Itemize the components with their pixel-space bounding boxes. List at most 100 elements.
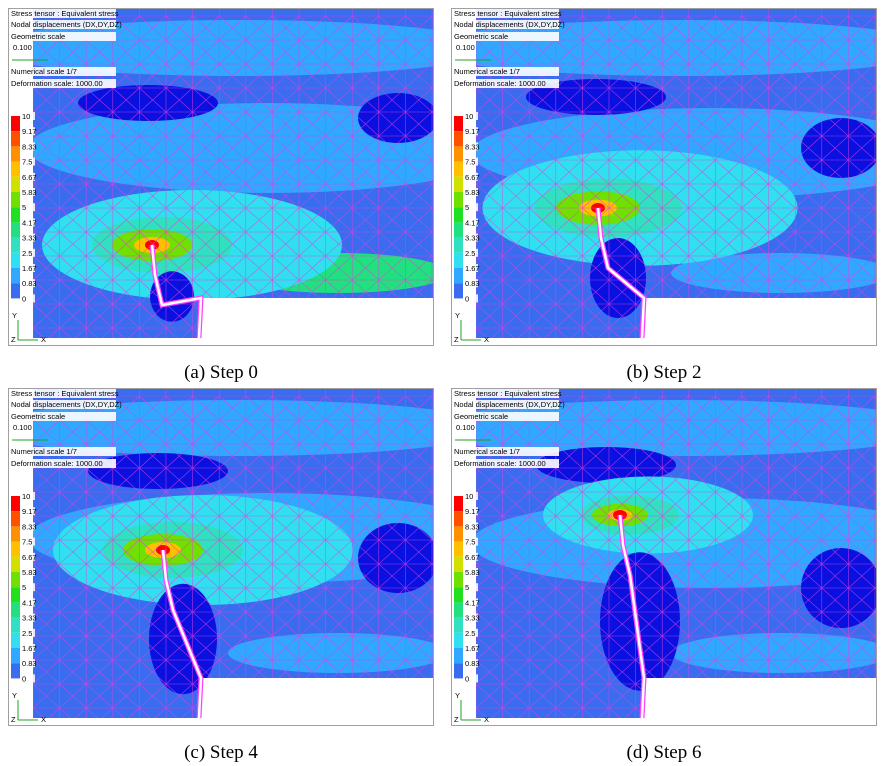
legend-label: 1.67 [465,644,480,653]
label-box [454,447,559,456]
mesh-line [33,395,380,718]
header-displacements: Nodal displacements (DX,DY,DZ) [11,400,122,409]
label-box [11,67,116,76]
mesh-line [741,15,876,338]
label-box [464,628,478,637]
legend-swatch [11,283,20,299]
legend-label: 0.83 [22,659,37,668]
mesh-line [325,15,433,338]
legend-swatch [11,663,20,679]
mesh-line [33,15,140,338]
mesh-line [351,395,433,718]
mesh-line [476,395,636,718]
mesh-line [555,15,876,338]
contour-plot [476,389,876,718]
mesh-line [165,15,433,338]
mesh-line [476,15,636,338]
mesh-line [85,395,433,718]
axis-label: Z [11,715,16,724]
label-box [464,674,478,683]
mesh-line [351,15,433,338]
legend-label: 5 [22,583,26,592]
mesh-line [476,395,583,718]
mesh-line [33,15,193,338]
mesh-line [218,15,433,338]
mesh-line [33,395,247,718]
axis-label: Z [454,715,459,724]
mesh-line [768,15,876,338]
header-title: Stress tensor : Equivalent stress [11,9,119,18]
mesh-line [59,395,433,718]
mesh-line [528,15,876,338]
label-box [21,142,35,151]
header-numerical-scale: Numerical scale 1/7 [454,67,520,76]
mesh-line [33,15,167,338]
legend-label: 9.17 [465,127,480,136]
mesh-line [476,395,716,718]
panel: Stress tensor : Equivalent stress Nodal d… [8,8,434,346]
mesh-line [33,395,273,718]
legend-label: 10 [465,112,473,121]
legend-swatch [454,237,463,253]
label-box [464,279,478,288]
label-box [21,279,35,288]
legend-label: 5 [22,203,26,212]
mesh-line [33,395,220,718]
legend-label: 4.17 [465,218,480,227]
label-box [464,112,478,120]
legend-swatch [454,496,463,512]
mesh-line [272,15,433,338]
mesh-line [476,15,636,338]
label-box [464,294,478,303]
legend-label: 2.5 [22,629,32,638]
legend-label: 5.83 [465,568,480,577]
mesh-line [85,15,433,338]
legend-swatch [11,572,20,588]
legend-swatch [454,268,463,284]
legend-swatch [11,617,20,633]
label-box [464,172,478,181]
label-box [464,264,478,272]
mesh-line [476,15,849,338]
legend-swatch [454,526,463,542]
legend-label: 10 [22,492,30,501]
header-title: Stress tensor : Equivalent stress [454,9,562,18]
header-title: Stress tensor : Equivalent stress [454,389,562,398]
label-box [21,552,35,561]
mesh-line [476,15,743,338]
label-box [21,172,35,181]
legend-label: 10 [22,112,30,121]
axis-label: X [41,715,46,724]
label-box [464,644,478,652]
mesh-line [768,15,876,338]
legend-swatch [11,511,20,527]
legend-swatch [454,617,463,633]
legend-label: 8.33 [22,142,37,151]
mesh-line [476,15,583,338]
legend-swatch [11,222,20,238]
mesh-line [245,395,433,718]
mesh-line [33,15,300,338]
legend-label: 5 [465,583,469,592]
legend-swatch [454,541,463,557]
legend-swatch [11,207,20,223]
mesh-line [715,395,876,718]
legend-label: 0.83 [22,279,37,288]
label-box [464,522,478,531]
mesh-line [298,15,433,338]
mesh-line [476,15,610,338]
panel: Stress tensor : Equivalent stress Nodal d… [451,8,877,346]
label-box [21,537,35,546]
mesh-line [33,15,114,338]
label-box [464,537,478,546]
legend-label: 4.17 [465,598,480,607]
label-box [21,522,35,531]
legend-label: 1.67 [22,644,37,653]
mesh-line [272,395,433,718]
legend-swatch [11,496,20,512]
label-box [464,218,478,227]
mesh-line [741,395,876,718]
legend-swatch [454,192,463,208]
legend-swatch [11,131,20,147]
label-box [464,157,478,166]
